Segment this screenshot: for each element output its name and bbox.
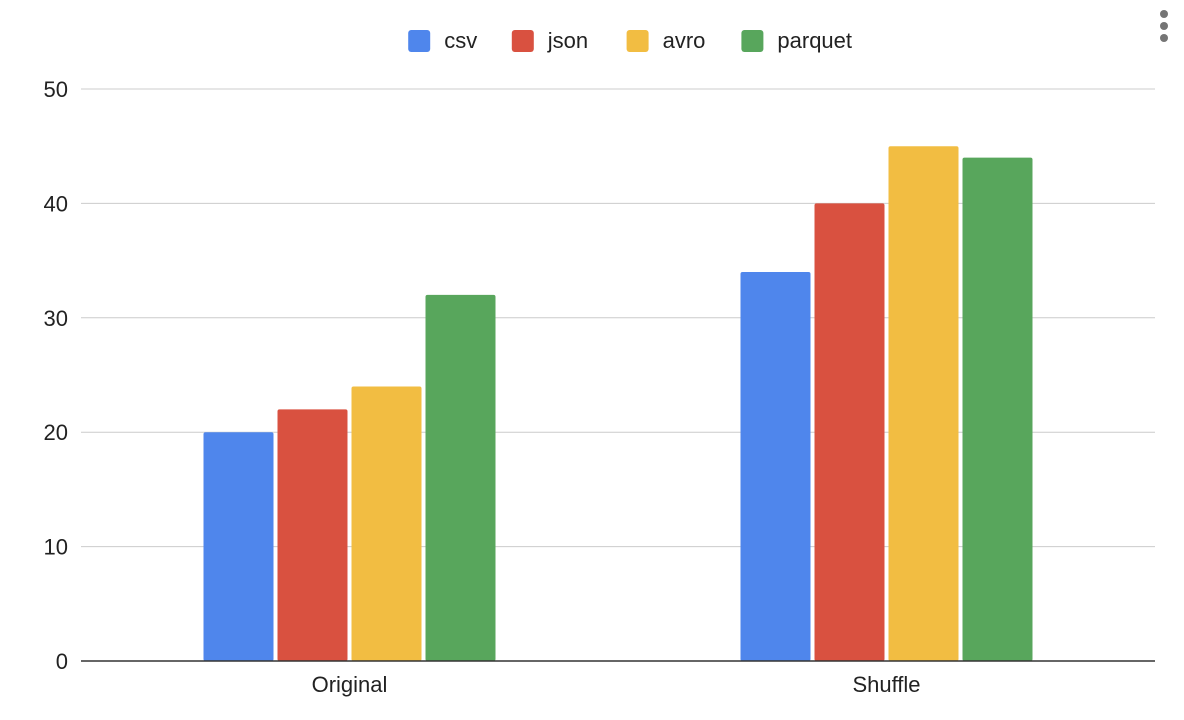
bar-json-original[interactable] [277,409,348,661]
legend-item-json[interactable]: json [511,28,588,53]
more-vert-icon-dot [1160,22,1168,30]
more-options-button[interactable] [1152,6,1176,46]
bar-json-shuffle[interactable] [814,203,885,661]
legend[interactable]: csv json avro parquet [408,28,852,53]
y-tick-label: 50 [44,77,68,102]
legend-label: json [547,28,588,53]
legend-swatch [408,30,431,52]
bar-parquet-original[interactable] [425,294,496,661]
bar-csv-original[interactable] [203,432,274,661]
y-tick-label: 10 [44,535,68,560]
legend-label: parquet [777,28,852,53]
x-axis-ticks: Original Shuffle [312,672,921,697]
bar-avro-original[interactable] [351,386,422,661]
bar-avro-shuffle[interactable] [888,146,959,661]
legend-swatch [511,30,534,52]
more-vert-icon [1160,10,1168,18]
legend-swatch [741,30,764,52]
x-tick-label: Shuffle [852,672,920,697]
bars [203,146,1033,661]
y-tick-label: 0 [56,649,68,674]
y-tick-label: 20 [44,420,68,445]
legend-label: avro [663,28,706,53]
legend-label: csv [444,28,477,53]
bar-csv-shuffle[interactable] [740,272,811,661]
legend-item-csv[interactable]: csv [408,28,477,53]
legend-item-avro[interactable]: avro [626,28,706,53]
legend-swatch [626,30,649,52]
bar-parquet-shuffle[interactable] [962,157,1033,661]
legend-item-parquet[interactable]: parquet [741,28,852,53]
y-tick-label: 30 [44,306,68,331]
more-vert-icon-dot [1160,34,1168,42]
x-tick-label: Original [312,672,388,697]
y-tick-label: 40 [44,191,68,216]
y-axis-ticks: 0 10 20 30 40 50 [44,77,68,674]
